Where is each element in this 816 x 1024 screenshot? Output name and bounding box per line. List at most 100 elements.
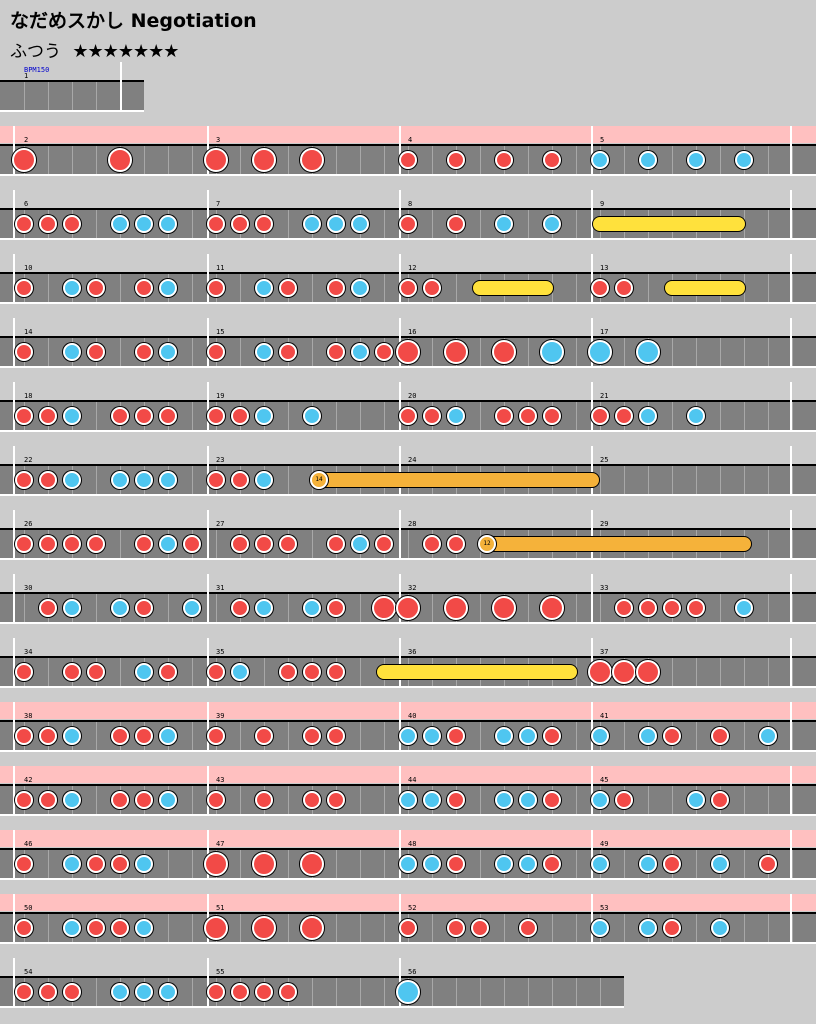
don-note xyxy=(279,535,297,553)
don-note xyxy=(207,983,225,1001)
beat-line xyxy=(192,274,193,302)
bar-line xyxy=(207,958,209,1008)
don-note xyxy=(63,215,81,233)
beat-line xyxy=(384,146,385,174)
bar-line xyxy=(790,894,792,944)
beat-line xyxy=(792,338,793,366)
don-note xyxy=(87,855,105,873)
difficulty-row: ふつう ★★★★★★★ xyxy=(10,37,179,62)
ka-note xyxy=(639,919,657,937)
don-note xyxy=(615,407,633,425)
track-top-edge xyxy=(0,336,816,338)
beat-line xyxy=(624,146,625,174)
ka-note xyxy=(543,215,561,233)
don-note xyxy=(135,791,153,809)
ka-note xyxy=(711,855,729,873)
bpm-label: BPM150 xyxy=(24,66,50,74)
bar-line xyxy=(13,766,15,816)
bar-line xyxy=(790,446,792,496)
don-note xyxy=(543,791,561,809)
track-bottom-edge xyxy=(0,1006,624,1008)
gogo-strip xyxy=(0,766,816,783)
measure-number: 7 xyxy=(216,200,221,208)
big-don-note xyxy=(492,340,516,364)
beat-line xyxy=(480,210,481,238)
track-top-edge xyxy=(0,720,816,722)
measure-number: 11 xyxy=(216,264,225,272)
don-note xyxy=(159,407,177,425)
measure-number: 52 xyxy=(408,904,417,912)
don-note xyxy=(615,279,633,297)
ka-note xyxy=(591,919,609,937)
measure-number: 25 xyxy=(600,456,609,464)
don-note xyxy=(111,855,129,873)
beat-line xyxy=(648,466,649,494)
track-bottom-edge xyxy=(0,174,816,176)
beat-line xyxy=(696,850,697,878)
don-note xyxy=(447,151,465,169)
beat-line xyxy=(432,210,433,238)
don-note xyxy=(39,791,57,809)
track-top-edge xyxy=(0,784,816,786)
don-note xyxy=(207,471,225,489)
beat-line xyxy=(768,594,769,622)
beat-line xyxy=(336,850,337,878)
track-top-edge xyxy=(0,272,816,274)
track-bottom-edge xyxy=(0,686,816,688)
don-note xyxy=(135,343,153,361)
ka-note xyxy=(639,727,657,745)
don-note xyxy=(39,599,57,617)
beat-line xyxy=(624,338,625,366)
beat-line xyxy=(744,914,745,942)
beat-line xyxy=(672,466,673,494)
bar-line xyxy=(207,382,209,432)
don-note xyxy=(543,855,561,873)
beat-line xyxy=(288,402,289,430)
beat-line xyxy=(576,914,577,942)
beat-line xyxy=(336,146,337,174)
don-note xyxy=(543,151,561,169)
don-note xyxy=(15,215,33,233)
bar-line xyxy=(591,382,593,432)
don-note xyxy=(207,791,225,809)
beat-line xyxy=(288,850,289,878)
track-top-edge xyxy=(0,528,816,530)
beat-line xyxy=(48,658,49,686)
ka-note xyxy=(63,407,81,425)
beat-line xyxy=(648,786,649,814)
beat-line xyxy=(216,594,217,622)
beat-line xyxy=(744,786,745,814)
balloon-note: 14 xyxy=(310,471,328,489)
beat-line xyxy=(96,146,97,174)
track-bottom-edge xyxy=(0,558,816,560)
don-note xyxy=(423,407,441,425)
measure-number: 6 xyxy=(24,200,29,208)
big-don-note xyxy=(252,852,276,876)
don-note xyxy=(327,343,345,361)
beat-line xyxy=(528,210,529,238)
don-note xyxy=(63,663,81,681)
beat-line xyxy=(792,658,793,686)
don-note xyxy=(231,407,249,425)
ka-note xyxy=(423,855,441,873)
don-note xyxy=(327,791,345,809)
ka-note xyxy=(111,471,129,489)
measure-number: 29 xyxy=(600,520,609,528)
bar-line xyxy=(13,830,15,880)
ka-note xyxy=(495,215,513,233)
bar-line xyxy=(13,510,15,560)
measure-number: 53 xyxy=(600,904,609,912)
beat-line xyxy=(624,914,625,942)
don-note xyxy=(255,215,273,233)
measure-number: 45 xyxy=(600,776,609,784)
bar-line xyxy=(207,446,209,496)
don-note xyxy=(255,727,273,745)
measure-number: 40 xyxy=(408,712,417,720)
big-don-note xyxy=(108,148,132,172)
beat-line xyxy=(792,146,793,174)
ka-note xyxy=(159,471,177,489)
track-bottom-edge xyxy=(0,302,816,304)
don-note xyxy=(303,663,321,681)
beat-line xyxy=(504,978,505,1006)
